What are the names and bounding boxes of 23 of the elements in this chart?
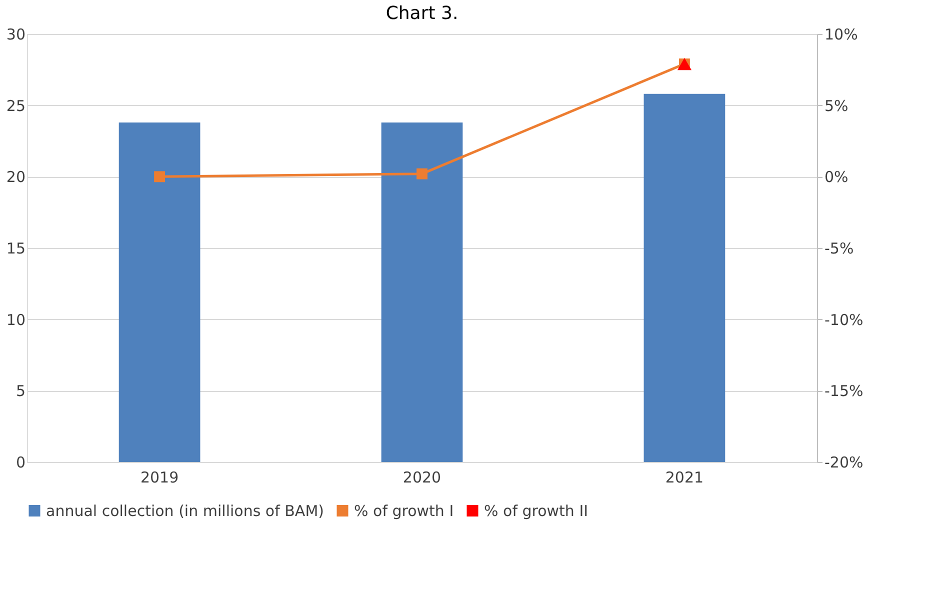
y-tick-label: 0 [16, 454, 26, 472]
y-tick-label: 30 [6, 26, 26, 44]
point [416, 168, 428, 180]
legend-label: % of growth II [484, 502, 588, 520]
legend-label: annual collection (in millions of BAM) [46, 502, 324, 520]
y-tick-label: 5 [16, 382, 26, 400]
y-tick-label: 20 [6, 168, 26, 186]
y-tick-label: 15 [6, 240, 26, 258]
y-tick-label: 25 [6, 96, 26, 115]
legend-label: % of growth I [354, 502, 454, 520]
y2-tick-label: 10% [824, 26, 858, 44]
y-tick-label: 10 [6, 310, 26, 329]
y2-tick-label: -20% [824, 454, 864, 472]
x-tick-label: 2019 [140, 468, 179, 486]
point [154, 171, 166, 182]
chart-title: Chart 3. [386, 3, 458, 24]
y2-tick-label: 5% [824, 96, 848, 115]
x-tick-label: 2021 [665, 468, 704, 486]
y2-tick-label: -10% [824, 310, 864, 329]
y2-tick-label: -15% [824, 382, 864, 400]
y2-tick-label: -5% [824, 240, 854, 258]
y2-tick-label: 0% [824, 168, 848, 186]
x-tick-label: 2020 [402, 468, 442, 486]
